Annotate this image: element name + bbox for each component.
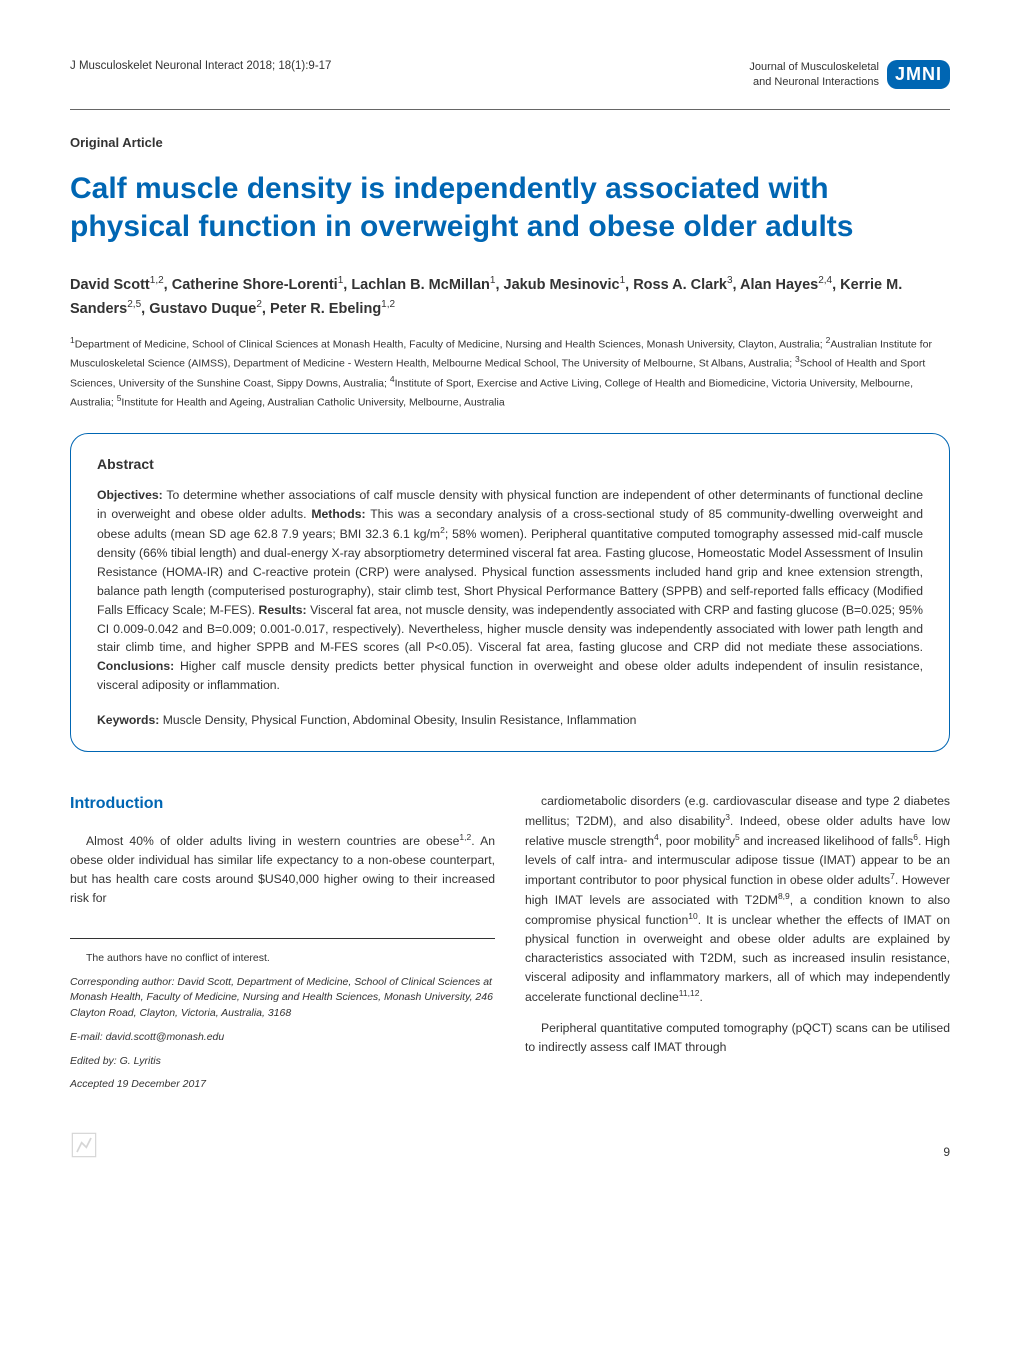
abstract-body: Objectives: To determine whether associa…	[97, 486, 923, 695]
body-columns: Introduction Almost 40% of older adults …	[70, 792, 950, 1101]
page-container: J Musculoskelet Neuronal Interact 2018; …	[0, 0, 1020, 1199]
keywords-label: Keywords:	[97, 713, 159, 727]
article-title: Calf muscle density is independently ass…	[70, 170, 950, 245]
affiliations: 1Department of Medicine, School of Clini…	[70, 334, 950, 411]
keywords-text: Muscle Density, Physical Function, Abdom…	[163, 713, 637, 727]
intro-para-2: cardiometabolic disorders (e.g. cardiova…	[525, 792, 950, 1006]
header-divider	[70, 109, 950, 110]
page-number: 9	[943, 1145, 950, 1159]
introduction-heading: Introduction	[70, 792, 495, 817]
intro-para-1: Almost 40% of older adults living in wes…	[70, 831, 495, 908]
citation: J Musculoskelet Neuronal Interact 2018; …	[70, 60, 331, 72]
corresponding-author: Corresponding author: David Scott, Depar…	[70, 975, 495, 1022]
conflict-statement: The authors have no conflict of interest…	[70, 951, 495, 967]
authors: David Scott1,2, Catherine Shore-Lorenti1…	[70, 273, 950, 320]
intro-para-3: Peripheral quantitative computed tomogra…	[525, 1019, 950, 1057]
journal-name-line2: and Neuronal Interactions	[753, 76, 879, 88]
keywords: Keywords: Muscle Density, Physical Funct…	[97, 711, 923, 729]
corresponding-email: E-mail: david.scott@monash.edu	[70, 1030, 495, 1046]
article-type: Original Article	[70, 135, 950, 150]
journal-logo: JMNI	[887, 60, 950, 89]
publisher-icon	[70, 1131, 98, 1159]
left-column: Introduction Almost 40% of older adults …	[70, 792, 495, 1101]
abstract-heading: Abstract	[97, 456, 923, 472]
journal-name: Journal of Musculoskeletal and Neuronal …	[749, 60, 879, 89]
journal-badge: Journal of Musculoskeletal and Neuronal …	[749, 60, 950, 89]
page-footer: 9	[70, 1131, 950, 1159]
accepted-date: Accepted 19 December 2017	[70, 1077, 495, 1093]
edited-by: Edited by: G. Lyritis	[70, 1054, 495, 1070]
journal-name-line1: Journal of Musculoskeletal	[749, 61, 879, 73]
abstract-box: Abstract Objectives: To determine whethe…	[70, 433, 950, 752]
footnote-divider	[70, 938, 495, 939]
page-header: J Musculoskelet Neuronal Interact 2018; …	[70, 60, 950, 89]
footnotes: The authors have no conflict of interest…	[70, 951, 495, 1093]
right-column: cardiometabolic disorders (e.g. cardiova…	[525, 792, 950, 1101]
